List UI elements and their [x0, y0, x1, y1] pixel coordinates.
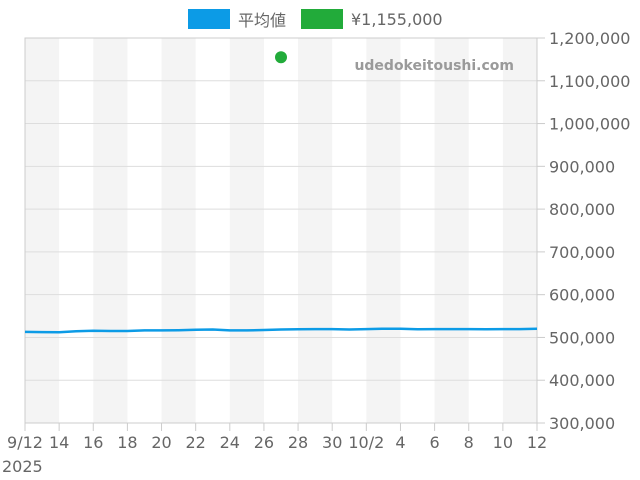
legend-swatch-price	[301, 9, 343, 29]
x-tick-label: 26	[254, 433, 274, 452]
legend: 平均値 ¥1,155,000	[0, 8, 640, 30]
y-tick-label: 700,000	[549, 243, 615, 262]
stripe	[434, 38, 469, 423]
y-tick-label: 1,200,000	[549, 29, 630, 48]
y-tick-label: 800,000	[549, 200, 615, 219]
y-tick-label: 900,000	[549, 157, 615, 176]
x-tick-label: 10	[493, 433, 513, 452]
stripe	[161, 38, 196, 423]
x-tick-label: 10/2	[348, 433, 384, 452]
y-tick-label: 600,000	[549, 286, 615, 305]
legend-label-price: ¥1,155,000	[351, 9, 443, 29]
x-tick-label: 20	[151, 433, 171, 452]
y-axis: 1,200,000 1,100,000 1,000,000 900,000 800,00…	[537, 29, 630, 433]
stripe	[298, 38, 333, 423]
x-axis: 9/12 14 16 18 20 22 24 26 28 30 10/2 4 6 8 10 12	[7, 423, 547, 452]
x-tick-label: 14	[49, 433, 69, 452]
x-tick-label: 16	[83, 433, 103, 452]
stripe	[366, 38, 401, 423]
watermark: udedokeitoushi.com	[354, 58, 514, 74]
stripe	[229, 38, 264, 423]
y-tick-label: 300,000	[549, 414, 615, 433]
y-tick-label: 500,000	[549, 328, 615, 347]
x-axis-year-label: 2025	[2, 457, 43, 476]
stripe	[25, 38, 60, 423]
legend-label-average: 平均値	[238, 11, 287, 30]
x-tick-label: 9/12	[7, 433, 43, 452]
x-tick-label: 22	[185, 433, 205, 452]
x-tick-label: 8	[464, 433, 474, 452]
x-tick-label: 30	[322, 433, 342, 452]
legend-item-price[interactable]: ¥1,155,000	[301, 8, 443, 30]
y-tick-label: 1,000,000	[549, 115, 630, 134]
x-tick-label: 18	[117, 433, 137, 452]
legend-swatch-average	[188, 9, 230, 29]
stripe	[93, 38, 128, 423]
y-tick-label: 1,100,000	[549, 72, 630, 91]
plot-border	[24, 37, 538, 424]
average-price-line[interactable]	[24, 327, 538, 334]
x-tick-label: 24	[220, 433, 240, 452]
background-stripes	[25, 38, 537, 423]
x-tick-label: 12	[527, 433, 547, 452]
listing-price-point[interactable]	[275, 51, 287, 64]
y-tick-label: 400,000	[549, 371, 615, 390]
legend-item-average[interactable]: 平均値	[188, 8, 286, 30]
x-tick-label: 4	[395, 433, 405, 452]
x-tick-label: 6	[430, 433, 440, 452]
x-tick-label: 28	[288, 433, 308, 452]
stripe	[502, 38, 537, 423]
